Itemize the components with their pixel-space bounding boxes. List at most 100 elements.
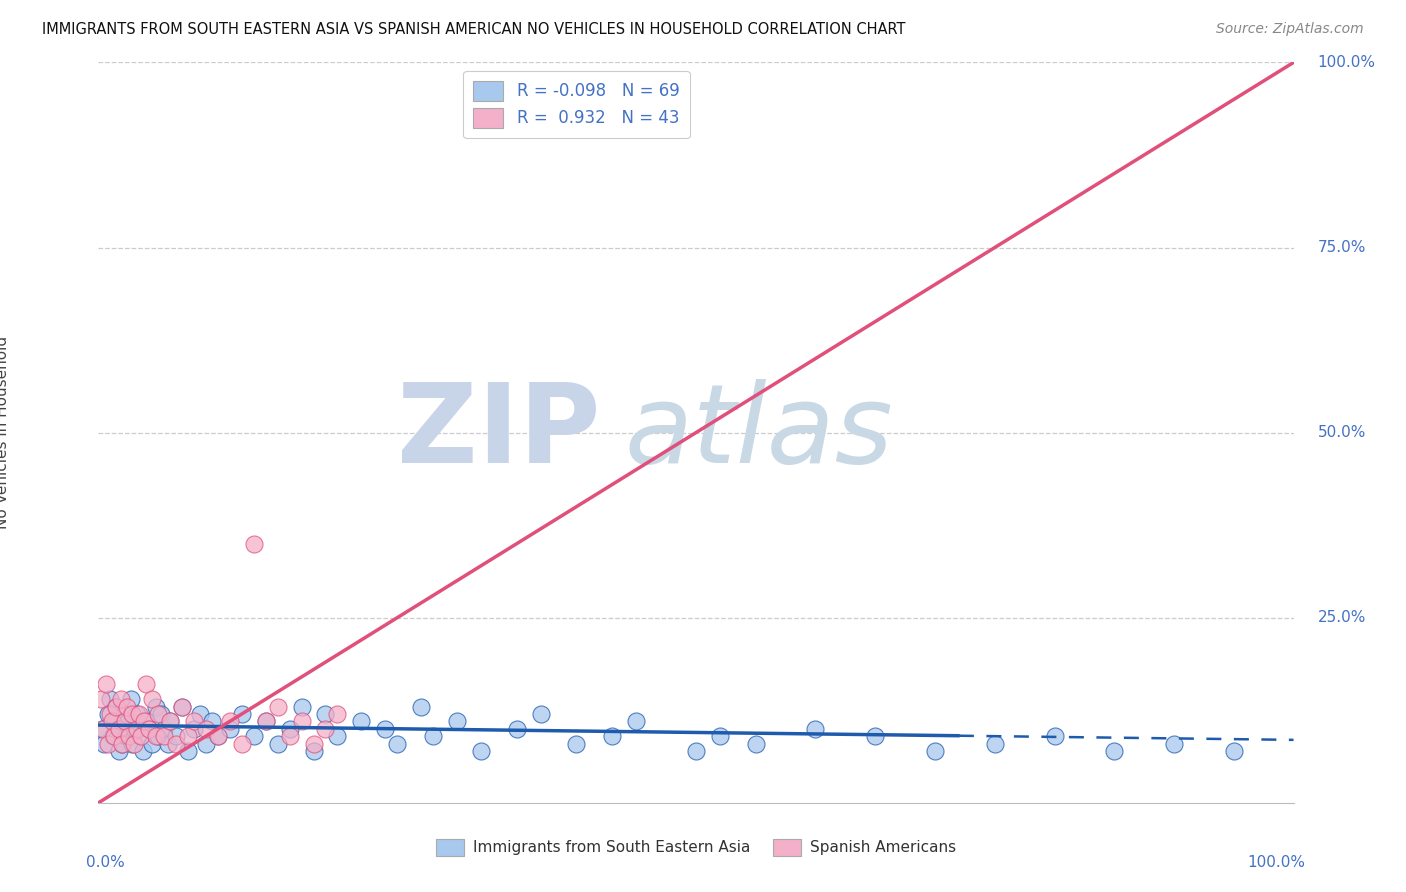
Point: [291, 699, 314, 714]
Point: [1223, 744, 1246, 758]
Point: [93, 737, 115, 751]
Point: [422, 729, 444, 743]
Point: [145, 699, 167, 714]
Point: [117, 714, 139, 729]
Point: [1163, 737, 1185, 751]
Point: [1043, 729, 1066, 743]
Text: atlas: atlas: [624, 379, 893, 486]
Point: [129, 729, 152, 743]
Point: [138, 722, 160, 736]
Point: [97, 706, 120, 721]
Point: [108, 722, 131, 736]
Point: [110, 692, 132, 706]
Point: [135, 677, 157, 691]
Point: [165, 737, 187, 751]
Legend: Immigrants from South Eastern Asia, Spanish Americans: Immigrants from South Eastern Asia, Span…: [430, 833, 962, 862]
Point: [94, 677, 117, 691]
Point: [278, 722, 301, 736]
Point: [111, 737, 134, 751]
Point: [243, 536, 266, 550]
Point: [385, 737, 409, 751]
Point: [107, 744, 129, 758]
Point: [1104, 744, 1126, 758]
Point: [195, 737, 218, 751]
Point: [685, 744, 707, 758]
Text: No Vehicles in Household: No Vehicles in Household: [0, 336, 10, 529]
Point: [924, 744, 946, 758]
Text: IMMIGRANTS FROM SOUTH EASTERN ASIA VS SPANISH AMERICAN NO VEHICLES IN HOUSEHOLD : IMMIGRANTS FROM SOUTH EASTERN ASIA VS SP…: [42, 22, 905, 37]
Point: [104, 714, 127, 729]
Point: [745, 737, 768, 751]
Point: [107, 722, 129, 736]
Point: [177, 744, 200, 758]
Point: [100, 714, 122, 729]
Point: [602, 729, 624, 743]
Point: [709, 729, 731, 743]
Point: [128, 706, 150, 721]
Point: [121, 737, 143, 751]
Point: [231, 737, 253, 751]
Point: [172, 699, 194, 714]
Point: [148, 729, 170, 743]
Text: 100.0%: 100.0%: [1247, 855, 1306, 870]
Point: [865, 729, 887, 743]
Text: 0.0%: 0.0%: [87, 855, 125, 870]
Point: [132, 714, 155, 729]
Point: [91, 722, 114, 736]
Point: [302, 744, 325, 758]
Point: [984, 737, 1007, 751]
Point: [804, 722, 827, 736]
Point: [172, 699, 194, 714]
Point: [315, 706, 337, 721]
Point: [243, 729, 266, 743]
Point: [165, 729, 187, 743]
Point: [105, 699, 128, 714]
Point: [156, 737, 179, 751]
Point: [177, 729, 200, 743]
Point: [326, 706, 349, 721]
Point: [254, 714, 277, 729]
Point: [97, 737, 120, 751]
Point: [291, 714, 314, 729]
Point: [91, 722, 114, 736]
Point: [141, 737, 163, 751]
Point: [267, 737, 290, 751]
Text: 25.0%: 25.0%: [1317, 610, 1365, 625]
Point: [326, 729, 349, 743]
Point: [125, 722, 148, 736]
Point: [207, 729, 229, 743]
Text: ZIP: ZIP: [396, 379, 600, 486]
Point: [115, 699, 138, 714]
Text: 75.0%: 75.0%: [1317, 240, 1365, 255]
Point: [446, 714, 468, 729]
Point: [219, 714, 242, 729]
Point: [124, 737, 146, 751]
Point: [105, 699, 128, 714]
Point: [121, 706, 143, 721]
Point: [183, 714, 205, 729]
Point: [115, 729, 138, 743]
Point: [470, 744, 492, 758]
Point: [98, 706, 122, 721]
Point: [135, 714, 157, 729]
Point: [188, 706, 211, 721]
Text: 100.0%: 100.0%: [1317, 55, 1375, 70]
Point: [350, 714, 373, 729]
Point: [626, 714, 648, 729]
Point: [159, 714, 181, 729]
Point: [114, 714, 136, 729]
Point: [506, 722, 529, 736]
Point: [101, 729, 124, 743]
Point: [118, 729, 141, 743]
Point: [112, 706, 135, 721]
Text: 50.0%: 50.0%: [1317, 425, 1365, 440]
Point: [120, 692, 142, 706]
Point: [145, 729, 167, 743]
Point: [207, 729, 229, 743]
Text: Source: ZipAtlas.com: Source: ZipAtlas.com: [1216, 22, 1364, 37]
Point: [219, 722, 242, 736]
Point: [111, 737, 134, 751]
Point: [278, 729, 301, 743]
Point: [124, 722, 146, 736]
Point: [302, 737, 325, 751]
